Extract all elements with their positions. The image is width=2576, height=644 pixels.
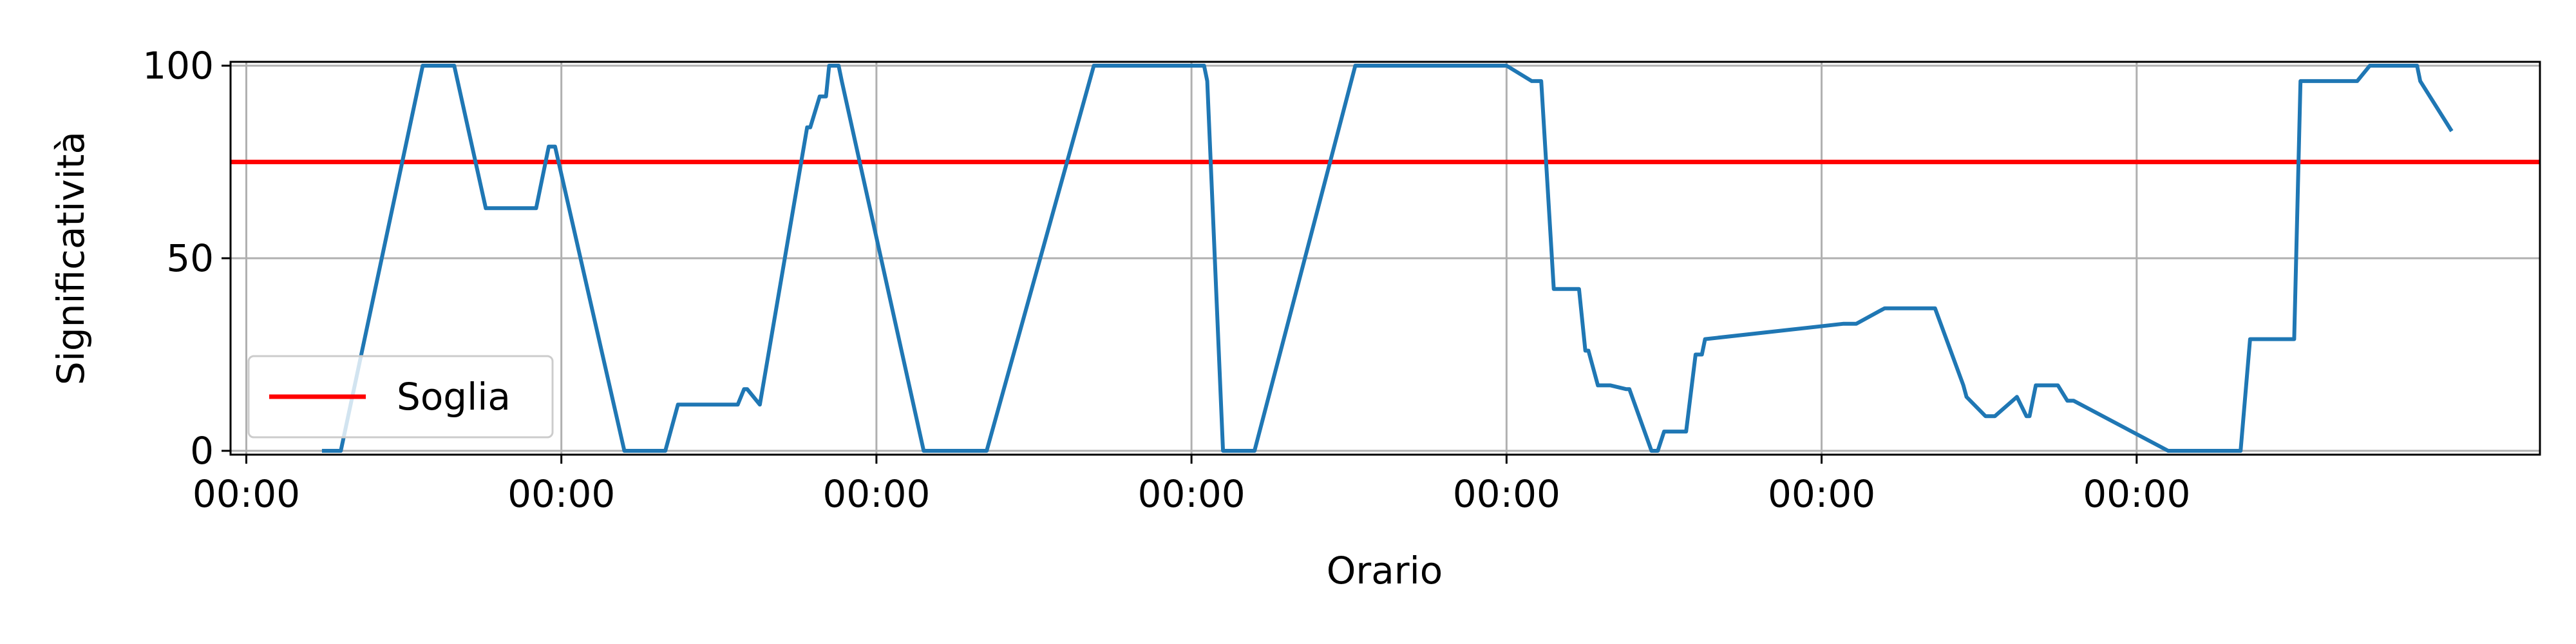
legend: Soglia: [247, 355, 554, 439]
y-tick-label: 50: [166, 236, 214, 280]
x-axis: 00:00 00:00 00:00 00:00 00:00 00:00 00:00: [193, 455, 2190, 516]
x-tick-label: 00:00: [822, 472, 930, 516]
x-tick-label: 00:00: [1768, 472, 1875, 516]
x-tick-label: 00:00: [1138, 472, 1245, 516]
x-tick-label: 00:00: [2083, 472, 2190, 516]
y-axis: 0 50 100: [142, 44, 231, 473]
series-line-significativita: [321, 64, 2454, 453]
x-tick-label: 00:00: [1453, 472, 1560, 516]
series-layer: [321, 64, 2454, 453]
x-axis-title: Orario: [1327, 549, 1443, 592]
y-tick-label: 0: [190, 429, 214, 473]
legend-box: [247, 355, 554, 439]
x-tick-label: 00:00: [193, 472, 300, 516]
y-tick-label: 100: [142, 44, 214, 88]
legend-label-soglia: Soglia: [397, 375, 511, 419]
y-axis-title: Significatività: [49, 131, 93, 385]
x-tick-label: 00:00: [507, 472, 615, 516]
